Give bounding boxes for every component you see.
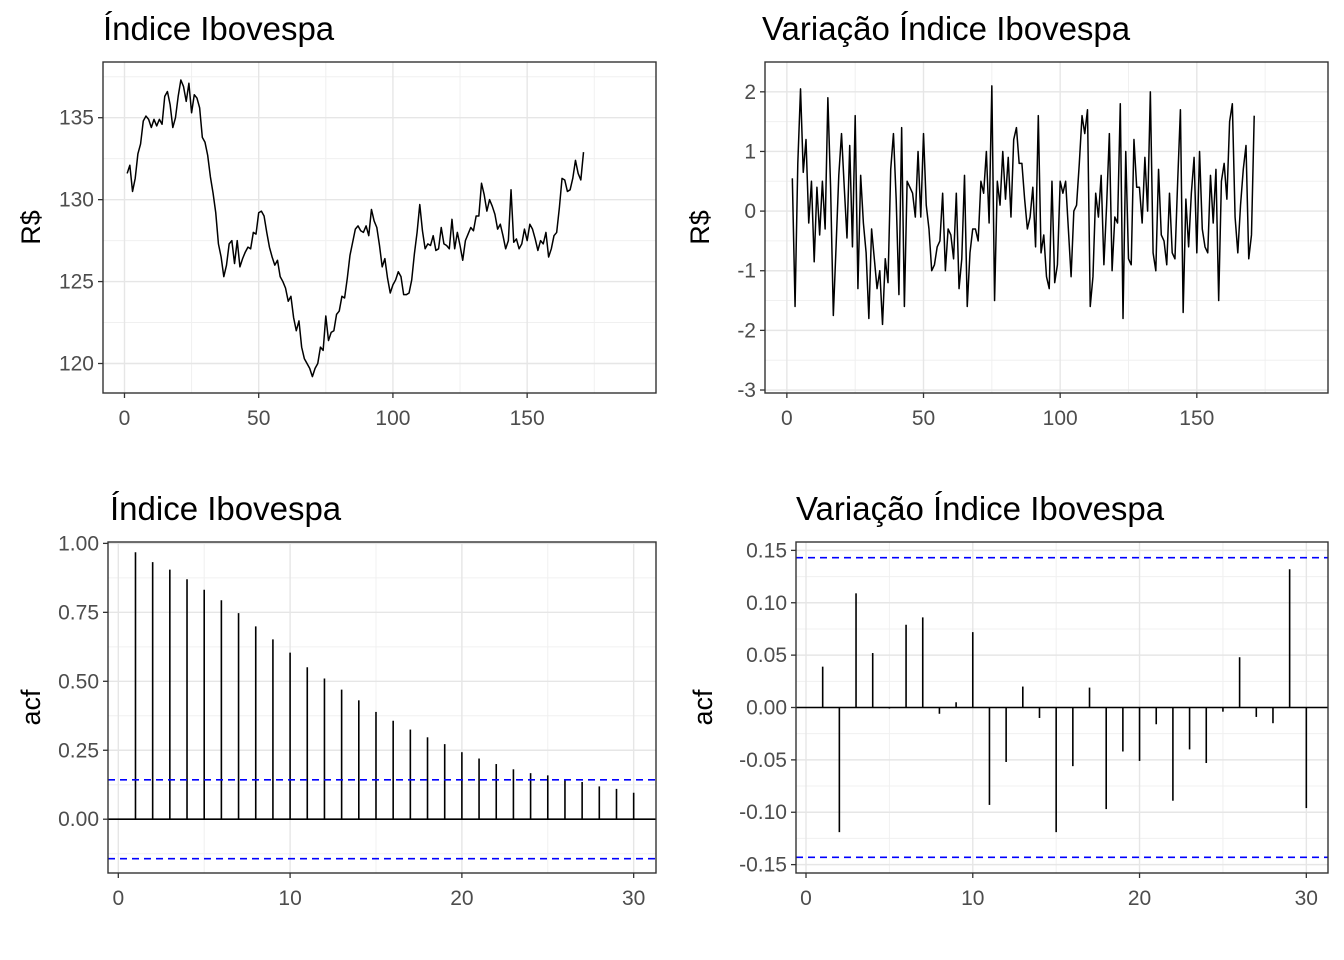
y-axis-title: acf (688, 689, 718, 726)
y-axis-title: acf (16, 689, 46, 726)
x-tick-label: 10 (278, 887, 301, 910)
y-tick-label: 1.00 (58, 532, 99, 555)
y-tick-label: 0.15 (746, 539, 787, 562)
chart-panel-index-acf: Índice Ibovespa 0 10 20 30 0.00 0.25 0.50 0.75 1… (0, 480, 672, 960)
x-tick-label: 30 (622, 887, 645, 910)
y-tick-label: 0 (744, 200, 756, 223)
chart-title: Variação Índice Ibovespa (796, 490, 1165, 527)
x-tick-label: 20 (1128, 887, 1151, 910)
x-tick-label: 100 (375, 407, 410, 430)
series-line (791, 85, 1255, 326)
x-tick-label: 150 (510, 407, 545, 430)
y-tick-label: 130 (59, 189, 94, 212)
x-tick-label: 10 (961, 887, 984, 910)
y-axis-title: R$ (16, 210, 46, 245)
chart-title: Índice Ibovespa (110, 490, 342, 527)
y-tick-label: -0.15 (739, 854, 787, 877)
y-tick-label: -2 (737, 319, 756, 342)
x-tick-label: 50 (247, 407, 270, 430)
x-tick-label: 150 (1179, 407, 1214, 430)
y-tick-label: 135 (59, 107, 94, 130)
chart-title: Índice Ibovespa (103, 10, 335, 47)
x-tick-label: 0 (800, 887, 812, 910)
plot-border (764, 61, 1329, 394)
y-tick-label: -3 (737, 379, 756, 402)
y-tick-label: 0.75 (58, 601, 99, 624)
chart-variation-line: 0 50 100 150 -3 -2 -1 0 1 2 R$ (685, 61, 1329, 430)
series-line (126, 79, 585, 378)
y-tick-label: 120 (59, 353, 94, 376)
y-tick-label: 1 (744, 140, 756, 163)
x-tick-label: 50 (912, 407, 935, 430)
plot-background (765, 62, 1328, 393)
y-tick-label: 2 (744, 81, 756, 104)
y-tick-label: 0.00 (746, 697, 787, 720)
y-tick-label: -0.05 (739, 749, 787, 772)
y-tick-label: 0.50 (58, 670, 99, 693)
chart-panel-index: Índice Ibovespa 0 50 100 150 120 125 130 135 R$ (0, 0, 672, 480)
x-tick-label: 100 (1043, 407, 1078, 430)
x-tick-label: 0 (112, 887, 124, 910)
x-tick-label: 0 (781, 407, 793, 430)
y-tick-label: 0.00 (58, 808, 99, 831)
y-tick-label: -1 (737, 260, 756, 283)
plot-border (102, 61, 657, 394)
chart-variation-acf: 0 10 20 30 -0.15 -0.10 -0.05 0.00 0.05 0.10 0.15 ac… (688, 539, 1329, 910)
chart-index-acf: 0 10 20 30 0.00 0.25 0.50 0.75 1.00 acf (16, 532, 657, 910)
y-tick-label: 0.25 (58, 739, 99, 762)
plot-border (107, 541, 657, 874)
x-tick-label: 30 (1295, 887, 1318, 910)
chart-title: Variação Índice Ibovespa (762, 10, 1131, 47)
x-tick-label: 20 (450, 887, 473, 910)
y-tick-label: 0.05 (746, 644, 787, 667)
y-tick-label: -0.10 (739, 801, 787, 824)
chart-index-line: 0 50 100 150 120 125 130 135 R$ (16, 61, 657, 430)
plot-background (108, 542, 656, 873)
chart-panel-variation: Variação Índice Ibovespa 0 50 100 150 -3 -2 -1… (672, 0, 1344, 480)
y-tick-label: 0.10 (746, 592, 787, 615)
plot-background (103, 62, 656, 393)
x-tick-label: 0 (119, 407, 131, 430)
chart-panel-variation-acf: Variação Índice Ibovespa 0 10 20 30 -0.15 -0.… (672, 480, 1344, 960)
y-tick-label: 125 (59, 271, 94, 294)
y-axis-title: R$ (685, 210, 715, 245)
